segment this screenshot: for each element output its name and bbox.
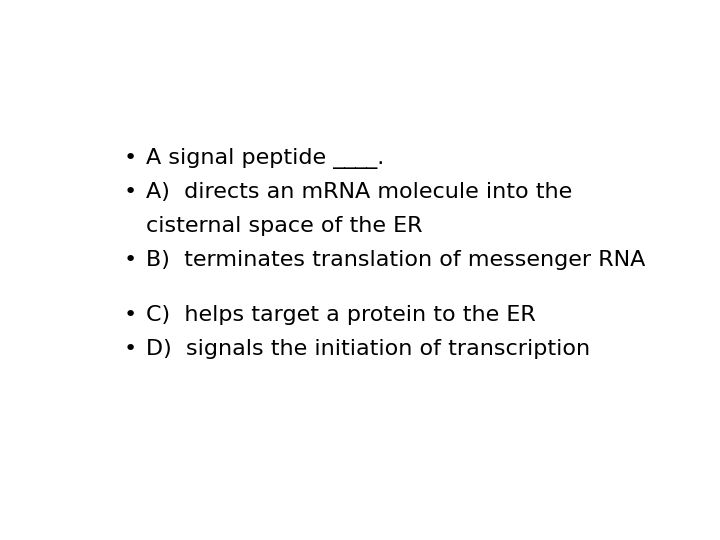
- Text: D)  signals the initiation of transcription: D) signals the initiation of transcripti…: [145, 339, 590, 359]
- Text: •: •: [124, 250, 137, 270]
- Text: A signal peptide ____.: A signal peptide ____.: [145, 148, 384, 169]
- Text: cisternal space of the ER: cisternal space of the ER: [145, 216, 423, 236]
- Text: C)  helps target a protein to the ER: C) helps target a protein to the ER: [145, 305, 536, 325]
- Text: •: •: [124, 182, 137, 202]
- Text: B)  terminates translation of messenger RNA: B) terminates translation of messenger R…: [145, 250, 645, 270]
- Text: A)  directs an mRNA molecule into the: A) directs an mRNA molecule into the: [145, 182, 572, 202]
- Text: •: •: [124, 148, 137, 168]
- Text: •: •: [124, 305, 137, 325]
- Text: •: •: [124, 339, 137, 359]
